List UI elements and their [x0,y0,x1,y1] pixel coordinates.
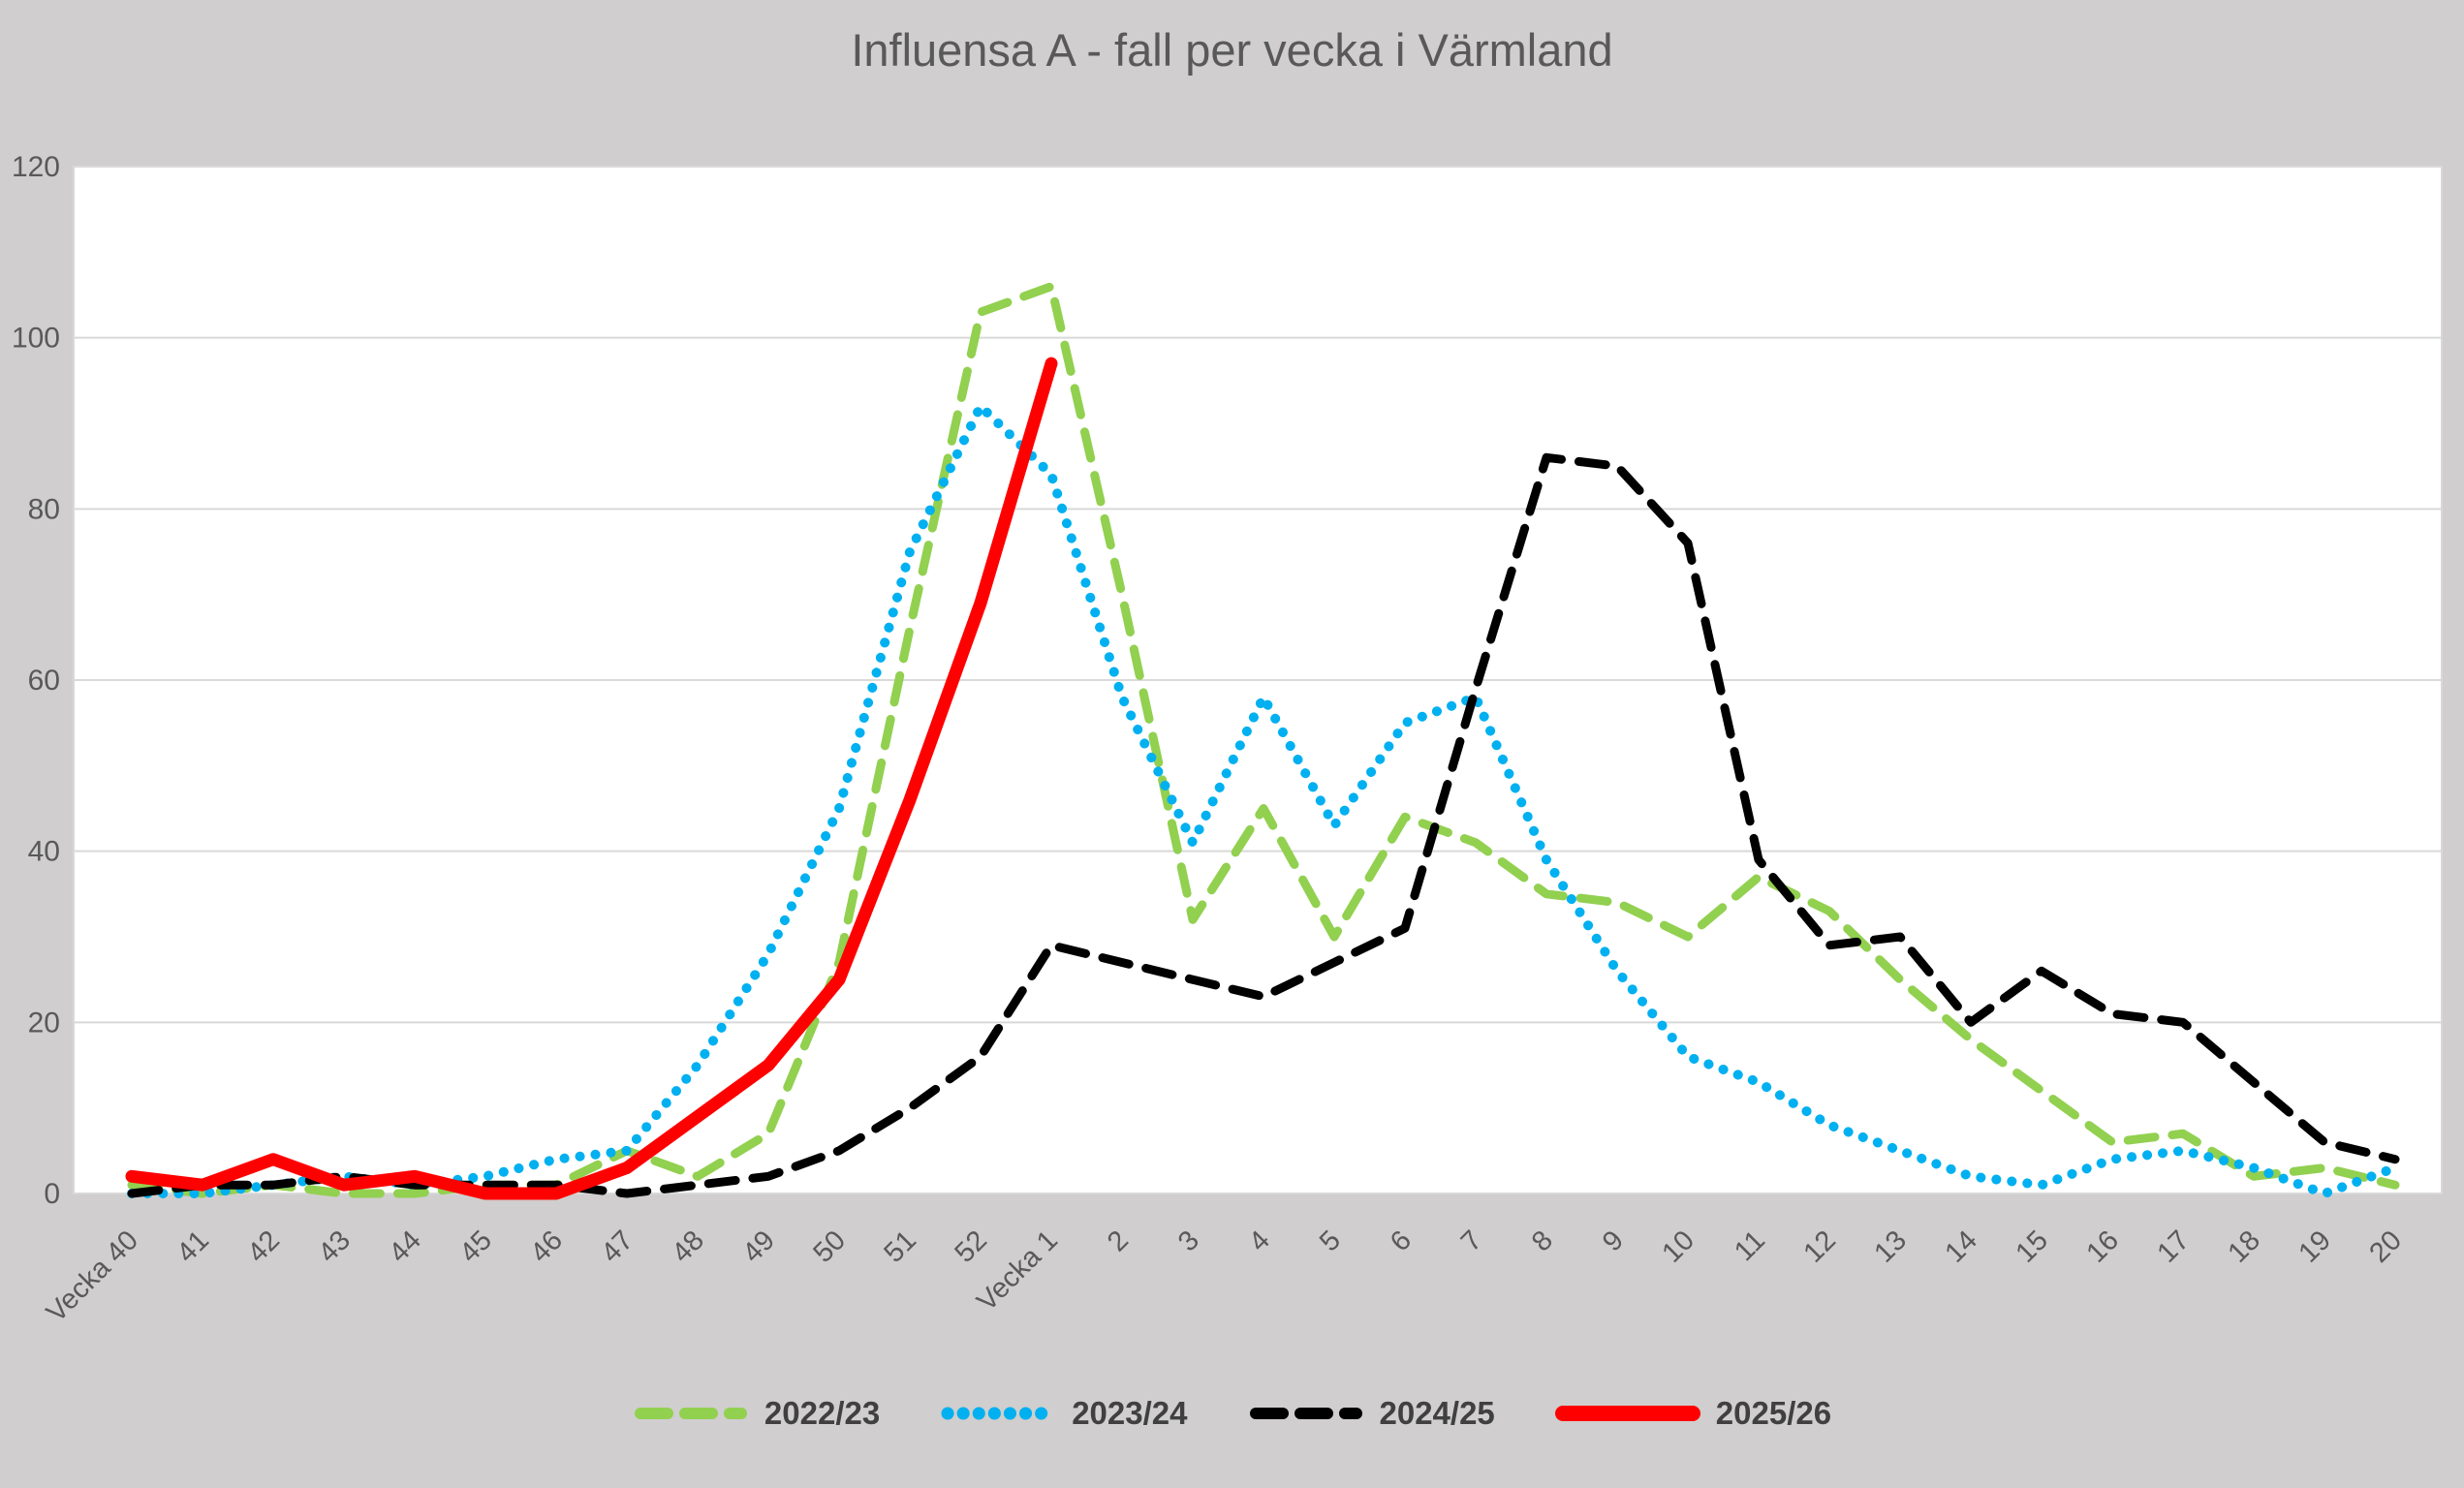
y-axis-label: 120 [12,151,60,183]
x-axis-label: 49 [737,1224,781,1268]
x-axis-label: 19 [2293,1224,2337,1268]
legend-item-label: 2024/25 [1379,1395,1495,1431]
legend-item-2022-23: 2022/23 [633,1395,880,1432]
x-axis-label: Vecka 40 [41,1224,144,1328]
legend-item-2024-25: 2024/25 [1248,1395,1495,1432]
x-axis-label: 11 [1729,1224,1771,1267]
x-axis-label: 47 [596,1224,639,1268]
x-axis-label: 44 [384,1224,427,1268]
x-axis-label: 51 [879,1224,922,1268]
x-axis-label: 43 [313,1224,357,1268]
x-axis-label: 50 [808,1224,852,1268]
x-axis-label: 17 [2152,1224,2196,1268]
x-axis-label: Vecka 1 [971,1224,1064,1318]
y-axis-label: 40 [28,836,60,868]
legend-item-label: 2022/23 [764,1395,881,1431]
x-axis-label: 9 [1597,1224,1630,1257]
x-axis-label: 4 [1243,1224,1276,1257]
x-axis-label: 2 [1102,1224,1135,1257]
x-axis-label: 15 [2011,1224,2054,1268]
x-axis-label: 13 [1869,1224,1913,1268]
x-axis-label: 6 [1385,1224,1418,1257]
legend-item-2023-24: 2023/24 [940,1395,1188,1432]
x-axis-label: 48 [667,1224,710,1268]
x-axis-label: 41 [172,1224,215,1268]
legend-item-2025-26: 2025/26 [1554,1395,1832,1432]
x-axis-label: 20 [2364,1224,2408,1268]
x-axis-label: 7 [1455,1224,1488,1257]
x-axis-label: 46 [525,1224,569,1268]
legend-swatch-2023-24 [941,1407,1055,1420]
x-axis-label: 16 [2081,1224,2125,1268]
legend: 2022/23 2023/24 2024/25 2025/26 [0,1395,2464,1432]
x-axis-label: 10 [1657,1224,1700,1268]
y-axis-label: 60 [28,665,60,697]
legend-swatch-2022-23 [634,1408,747,1419]
y-axis-label: 20 [28,1007,60,1038]
series-line-2025-26 [125,356,1058,1200]
legend-item-label: 2025/26 [1715,1395,1832,1431]
y-axis-label: 0 [44,1178,60,1210]
series-line-2024-25 [127,452,2400,1198]
legend-swatch-2024-25 [1249,1408,1362,1419]
y-axis-label: 100 [12,323,60,355]
x-axis-label: 3 [1172,1224,1205,1257]
x-axis-label: 42 [242,1224,286,1268]
legend-swatch-2025-26 [1554,1406,1700,1421]
legend-item-label: 2023/24 [1072,1395,1188,1431]
x-axis-label: 45 [454,1224,498,1268]
x-axis-label: 14 [1940,1224,1983,1268]
x-axis-label: 52 [950,1224,993,1268]
chart-title: Influensa A - fall per vecka i Värmland [851,24,1613,76]
x-axis-label: 18 [2223,1224,2266,1268]
x-axis-label: 5 [1314,1224,1347,1257]
x-axis-label: 8 [1526,1224,1559,1257]
x-axis-label: 12 [1798,1224,1842,1268]
y-axis-label: 80 [28,493,60,525]
